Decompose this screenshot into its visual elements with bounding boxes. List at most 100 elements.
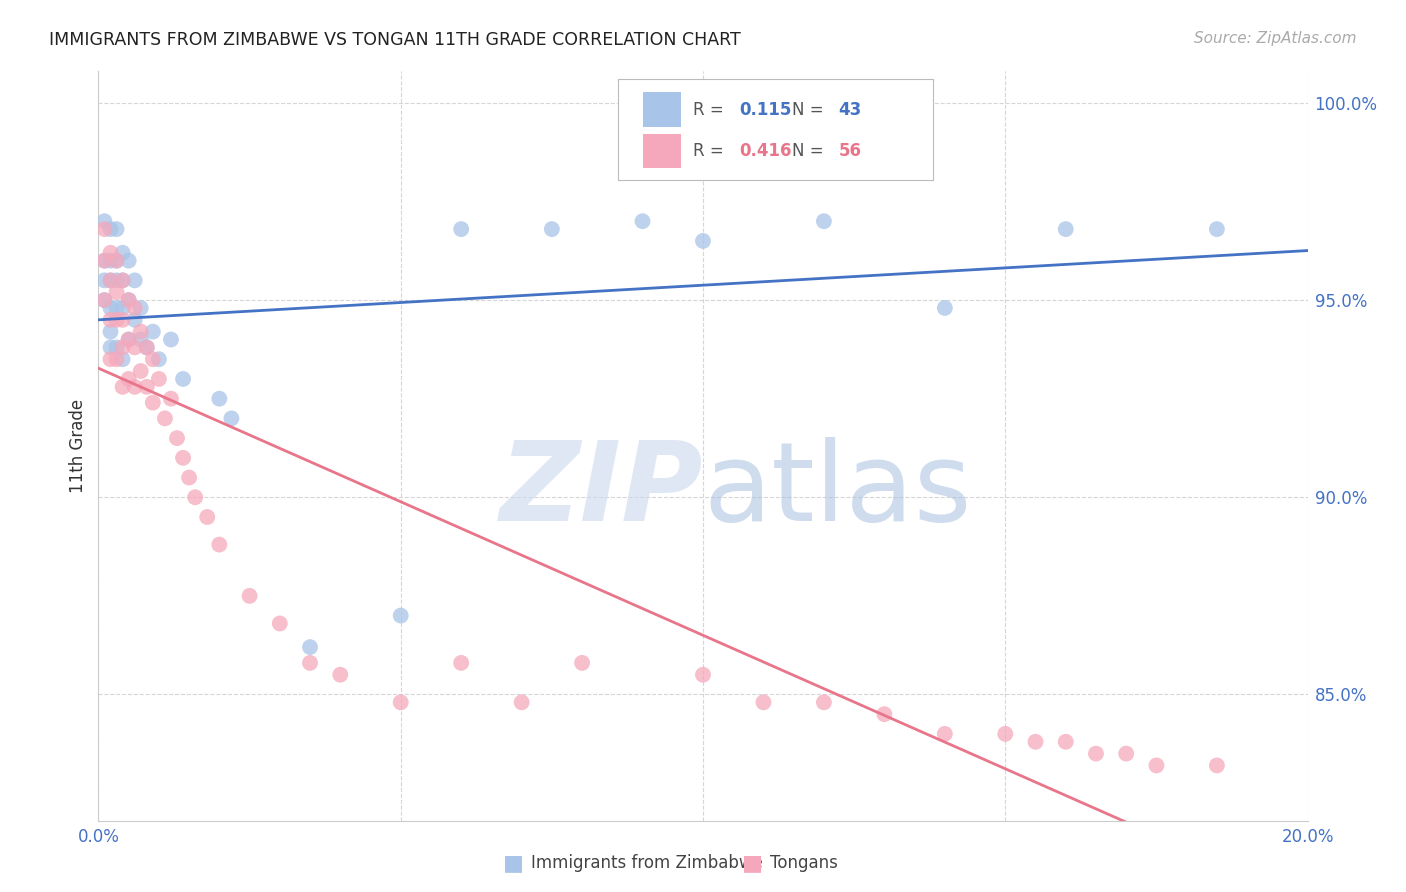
Text: IMMIGRANTS FROM ZIMBABWE VS TONGAN 11TH GRADE CORRELATION CHART: IMMIGRANTS FROM ZIMBABWE VS TONGAN 11TH … bbox=[49, 31, 741, 49]
Text: 56: 56 bbox=[838, 142, 862, 160]
Point bbox=[135, 340, 157, 354]
Point bbox=[510, 695, 533, 709]
FancyBboxPatch shape bbox=[619, 78, 932, 180]
Point bbox=[269, 616, 291, 631]
Text: R =: R = bbox=[693, 101, 730, 119]
Text: R =: R = bbox=[693, 142, 730, 160]
Text: ■: ■ bbox=[503, 854, 523, 873]
Point bbox=[1054, 735, 1077, 749]
Point bbox=[873, 707, 896, 722]
Point bbox=[124, 380, 146, 394]
Point bbox=[692, 667, 714, 681]
Point bbox=[934, 301, 956, 315]
Point bbox=[118, 293, 141, 307]
Point bbox=[118, 333, 141, 347]
Point bbox=[100, 352, 122, 367]
Point bbox=[208, 392, 231, 406]
Point bbox=[118, 333, 141, 347]
Point bbox=[221, 411, 243, 425]
Point bbox=[124, 273, 146, 287]
Point bbox=[100, 313, 122, 327]
Point bbox=[160, 333, 183, 347]
Point bbox=[172, 450, 194, 465]
Point bbox=[195, 510, 218, 524]
Point bbox=[934, 727, 956, 741]
Text: ■: ■ bbox=[742, 854, 762, 873]
Point bbox=[994, 727, 1017, 741]
Point bbox=[124, 340, 146, 354]
Point bbox=[135, 340, 157, 354]
Point bbox=[450, 222, 472, 236]
Point bbox=[1115, 747, 1137, 761]
Point bbox=[105, 352, 128, 367]
Point bbox=[100, 222, 122, 236]
Point bbox=[153, 411, 176, 425]
FancyBboxPatch shape bbox=[643, 93, 682, 127]
Point bbox=[111, 273, 134, 287]
Point bbox=[105, 340, 128, 354]
Point bbox=[118, 253, 141, 268]
Text: Tongans: Tongans bbox=[770, 855, 838, 872]
Text: Source: ZipAtlas.com: Source: ZipAtlas.com bbox=[1194, 31, 1357, 46]
Point bbox=[631, 214, 654, 228]
Point bbox=[93, 273, 115, 287]
Point bbox=[1206, 222, 1229, 236]
Point bbox=[752, 695, 775, 709]
FancyBboxPatch shape bbox=[643, 134, 682, 169]
Point bbox=[389, 695, 412, 709]
Point bbox=[239, 589, 262, 603]
Point bbox=[124, 313, 146, 327]
Text: ZIP: ZIP bbox=[499, 437, 703, 544]
Text: Immigrants from Zimbabwe: Immigrants from Zimbabwe bbox=[531, 855, 763, 872]
Y-axis label: 11th Grade: 11th Grade bbox=[69, 399, 87, 493]
Point bbox=[135, 380, 157, 394]
Point bbox=[105, 273, 128, 287]
Point bbox=[111, 245, 134, 260]
Point bbox=[450, 656, 472, 670]
Point bbox=[105, 253, 128, 268]
Point bbox=[208, 538, 231, 552]
Point bbox=[93, 293, 115, 307]
Point bbox=[105, 301, 128, 315]
Point bbox=[571, 656, 593, 670]
Point bbox=[124, 301, 146, 315]
Point bbox=[93, 214, 115, 228]
Point bbox=[111, 352, 134, 367]
Text: 0.115: 0.115 bbox=[740, 101, 792, 119]
Point bbox=[129, 301, 152, 315]
Point bbox=[100, 325, 122, 339]
Point bbox=[160, 392, 183, 406]
Point bbox=[1054, 222, 1077, 236]
Point bbox=[93, 253, 115, 268]
Point bbox=[166, 431, 188, 445]
Point bbox=[1206, 758, 1229, 772]
Point bbox=[111, 380, 134, 394]
Point bbox=[1085, 747, 1108, 761]
Point bbox=[179, 470, 201, 484]
Text: N =: N = bbox=[793, 101, 830, 119]
Point bbox=[172, 372, 194, 386]
Point bbox=[148, 372, 170, 386]
Point bbox=[329, 667, 352, 681]
Point bbox=[93, 293, 115, 307]
Point bbox=[100, 273, 122, 287]
Text: atlas: atlas bbox=[703, 437, 972, 544]
Point bbox=[93, 222, 115, 236]
Point bbox=[142, 352, 165, 367]
Point bbox=[105, 253, 128, 268]
Text: 0.416: 0.416 bbox=[740, 142, 792, 160]
Point bbox=[93, 253, 115, 268]
Point bbox=[118, 372, 141, 386]
Point bbox=[111, 273, 134, 287]
Point bbox=[389, 608, 412, 623]
Point bbox=[100, 273, 122, 287]
Point bbox=[111, 301, 134, 315]
Point bbox=[692, 234, 714, 248]
Text: N =: N = bbox=[793, 142, 830, 160]
Point bbox=[100, 245, 122, 260]
Point bbox=[111, 313, 134, 327]
Point bbox=[100, 253, 122, 268]
Point bbox=[299, 640, 322, 654]
Point bbox=[813, 695, 835, 709]
Text: 43: 43 bbox=[838, 101, 862, 119]
